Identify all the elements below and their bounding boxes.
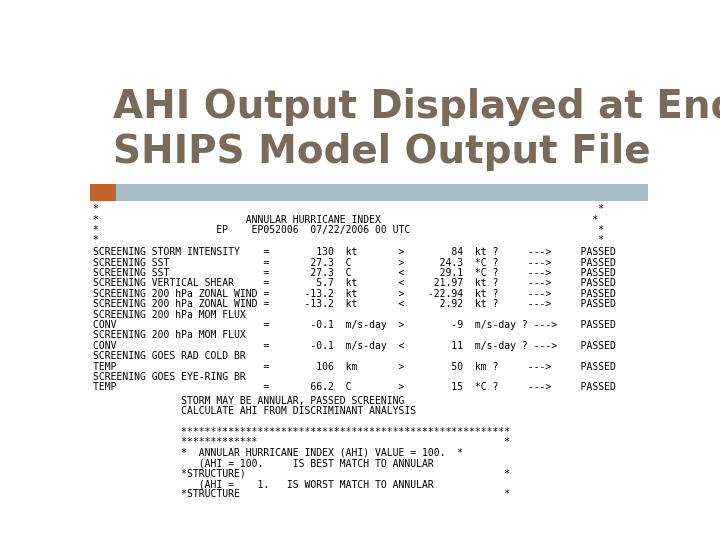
Text: *                                                                               : * (93, 204, 604, 214)
Text: TEMP                         =        106  km       >        50  km ?     --->  : TEMP = 106 km > 50 km ? ---> (93, 362, 616, 372)
Text: SCREENING SST                =       27.3  C        <      29.1  *C ?     --->  : SCREENING SST = 27.3 C < 29.1 *C ? ---> (93, 268, 616, 278)
Text: SCREENING 200 hPa ZONAL WIND =      -13.2  kt       >    -22.94  kt ?     --->  : SCREENING 200 hPa ZONAL WIND = -13.2 kt … (93, 289, 616, 299)
Bar (90, 65, 648, 201)
Text: SCREENING VERTICAL SHEAR     =        5.7  kt       <     21.97  kt ?     --->  : SCREENING VERTICAL SHEAR = 5.7 kt < 21.9… (93, 279, 616, 288)
Text: (AHI = 100.     IS BEST MATCH TO ANNULAR: (AHI = 100. IS BEST MATCH TO ANNULAR (93, 458, 434, 468)
Text: SCREENING SST                =       27.3  C        >      24.3  *C ?     --->  : SCREENING SST = 27.3 C > 24.3 *C ? ---> (93, 258, 616, 268)
Text: *************                                          *: ************* * (93, 437, 510, 448)
Text: ********************************************************: ****************************************… (93, 427, 510, 437)
Text: *STRUCTURE                                             *: *STRUCTURE * (93, 489, 510, 500)
Text: (AHI =    1.   IS WORST MATCH TO ANNULAR: (AHI = 1. IS WORST MATCH TO ANNULAR (93, 479, 434, 489)
Text: SCREENING GOES RAD COLD BR: SCREENING GOES RAD COLD BR (93, 351, 246, 361)
Text: *  ANNULAR HURRICANE INDEX (AHI) VALUE = 100.  *: * ANNULAR HURRICANE INDEX (AHI) VALUE = … (93, 448, 463, 458)
Text: CONV                         =       -0.1  m/s-day  >        -9  m/s-day ? ---> : CONV = -0.1 m/s-day > -9 m/s-day ? ---> (93, 320, 616, 330)
Text: CONV                         =       -0.1  m/s-day  <        11  m/s-day ? ---> : CONV = -0.1 m/s-day < 11 m/s-day ? ---> (93, 341, 616, 351)
Text: SCREENING 200 hPa MOM FLUX: SCREENING 200 hPa MOM FLUX (93, 330, 246, 340)
Text: TEMP                         =       66.2  C        >        15  *C ?     --->  : TEMP = 66.2 C > 15 *C ? ---> (93, 382, 616, 393)
Text: *STRUCTURE)                                            *: *STRUCTURE) * (93, 469, 510, 478)
Text: SHIPS Model Output File: SHIPS Model Output File (113, 132, 651, 171)
Text: STORM MAY BE ANNULAR, PASSED SCREENING: STORM MAY BE ANNULAR, PASSED SCREENING (93, 396, 405, 406)
Text: *                         ANNULAR HURRICANE INDEX                               : * ANNULAR HURRICANE INDEX (93, 214, 598, 225)
Text: *                                                                               : * (93, 235, 604, 245)
Text: SCREENING 200 hPa MOM FLUX: SCREENING 200 hPa MOM FLUX (93, 309, 246, 320)
Text: SCREENING GOES EYE-RING BR: SCREENING GOES EYE-RING BR (93, 372, 246, 382)
Bar (90, 184, 648, 201)
Text: SCREENING 200 hPa ZONAL WIND =      -13.2  kt       <      2.92  kt ?     --->  : SCREENING 200 hPa ZONAL WIND = -13.2 kt … (93, 299, 616, 309)
Bar (90, 184, 116, 201)
Text: CALCULATE AHI FROM DISCRIMINANT ANALYSIS: CALCULATE AHI FROM DISCRIMINANT ANALYSIS (93, 406, 416, 416)
Text: SCREENING STORM INTENSITY    =        130  kt       >        84  kt ?     --->  : SCREENING STORM INTENSITY = 130 kt > 84 … (93, 247, 616, 257)
Text: *                    EP    EP052006  07/22/2006 00 UTC                          : * EP EP052006 07/22/2006 00 UTC (93, 225, 604, 235)
Text: AHI Output Displayed at End of: AHI Output Displayed at End of (113, 88, 720, 126)
